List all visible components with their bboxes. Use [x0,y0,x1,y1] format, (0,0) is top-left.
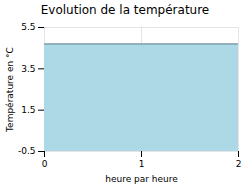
svg-text:2: 2 [236,159,242,169]
svg-text:-0.5: -0.5 [18,146,36,156]
svg-text:Température en °C: Température en °C [5,47,15,133]
svg-text:3.5: 3.5 [21,64,35,74]
svg-text:0: 0 [42,159,48,169]
svg-text:heure par heure: heure par heure [105,174,178,184]
svg-text:1.5: 1.5 [21,105,35,115]
svg-text:5.5: 5.5 [21,22,35,32]
html-text:Evolution de la température: Evolution de la température [40,3,210,17]
svg-text:1: 1 [139,159,145,169]
